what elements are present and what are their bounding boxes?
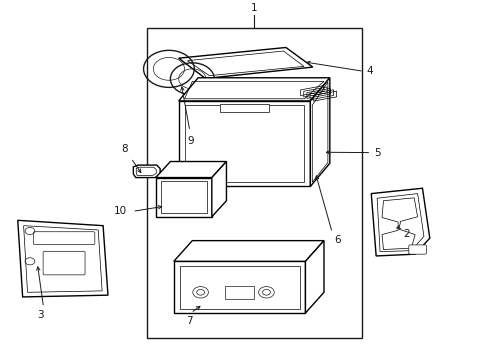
Polygon shape bbox=[173, 240, 324, 261]
Bar bbox=[224, 286, 254, 300]
Text: 6: 6 bbox=[334, 235, 341, 245]
Polygon shape bbox=[156, 162, 226, 177]
Polygon shape bbox=[310, 78, 329, 186]
Text: 5: 5 bbox=[373, 148, 380, 158]
Text: 7: 7 bbox=[186, 316, 193, 326]
FancyBboxPatch shape bbox=[33, 232, 95, 244]
Text: 4: 4 bbox=[366, 66, 372, 76]
Polygon shape bbox=[18, 220, 108, 297]
Bar bbox=[147, 28, 361, 338]
Text: 3: 3 bbox=[37, 310, 44, 320]
Polygon shape bbox=[178, 78, 329, 101]
Text: 8: 8 bbox=[122, 144, 128, 154]
FancyBboxPatch shape bbox=[43, 251, 85, 275]
Polygon shape bbox=[211, 162, 226, 217]
Polygon shape bbox=[370, 188, 429, 256]
Polygon shape bbox=[220, 104, 268, 112]
Polygon shape bbox=[133, 165, 160, 177]
Polygon shape bbox=[173, 261, 305, 313]
Text: 1: 1 bbox=[250, 3, 257, 13]
Text: 10: 10 bbox=[113, 206, 126, 216]
FancyBboxPatch shape bbox=[408, 245, 426, 254]
Polygon shape bbox=[178, 48, 312, 78]
Polygon shape bbox=[305, 240, 324, 313]
Text: 9: 9 bbox=[187, 135, 194, 145]
Polygon shape bbox=[178, 101, 310, 186]
Text: 2: 2 bbox=[402, 229, 409, 239]
Polygon shape bbox=[156, 177, 211, 217]
